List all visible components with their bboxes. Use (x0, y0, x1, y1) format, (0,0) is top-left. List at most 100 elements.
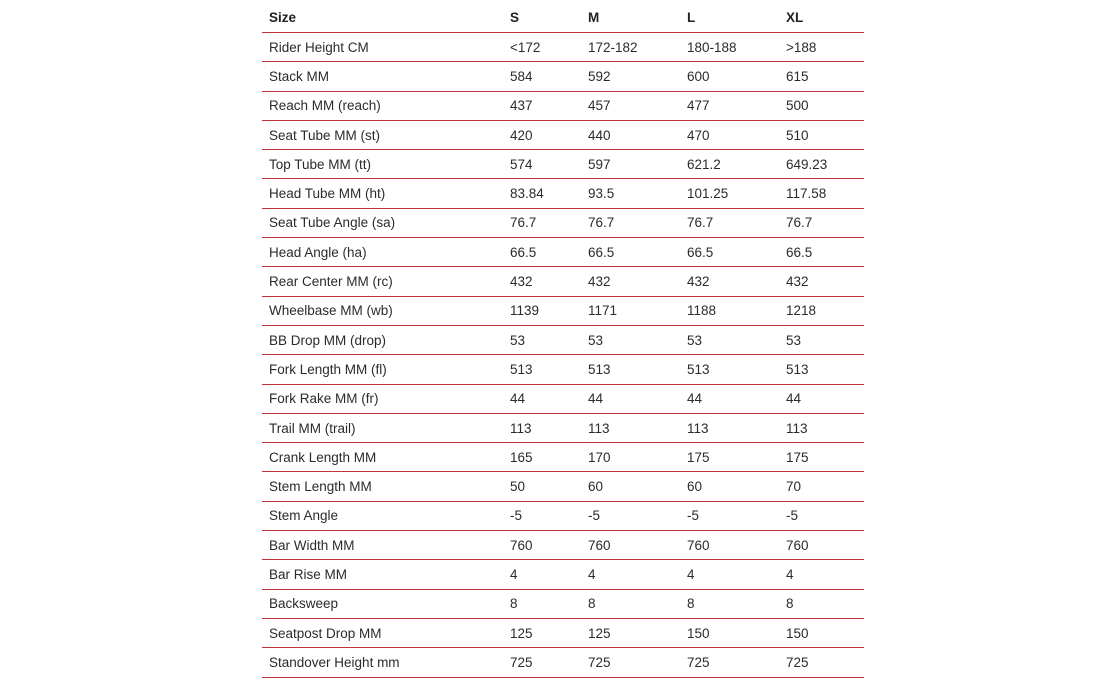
table-row: Standover Height mm 725 725 725 725 (262, 648, 864, 678)
header-row: Size S M L XL (262, 0, 864, 33)
header-cell: XL (786, 10, 804, 25)
table-row: Rear Center MM (rc) 432 432 432 432 (262, 267, 864, 297)
row-label: Stem Length MM (269, 479, 372, 495)
table-cell: 1188 (687, 303, 717, 319)
table-cell: 457 (588, 98, 611, 114)
table-row: Trail MM (trail) 113 113 113 113 (262, 414, 864, 444)
table-cell: 175 (786, 449, 809, 465)
table-cell: 66.5 (786, 244, 813, 260)
row-label: Crank Length MM (269, 449, 377, 465)
table-cell: 1139 (510, 303, 540, 319)
table-cell: 125 (510, 625, 533, 641)
geometry-table: Size S M L XL Rider Height CM <172 172-182 180-1… (262, 0, 864, 678)
table-cell: 113 (687, 420, 709, 436)
table-cell: 597 (588, 156, 611, 172)
table-cell: 76.7 (588, 215, 615, 231)
row-label: Stack MM (269, 68, 330, 84)
table-cell: 513 (510, 361, 533, 377)
row-label: Standover Height mm (269, 654, 400, 670)
table-row: Wheelbase MM (wb) 1139 1171 1188 1218 (262, 297, 864, 326)
table-cell: 4 (510, 566, 518, 582)
table-cell: 76.7 (786, 215, 813, 231)
row-label: Reach MM (reach) (269, 98, 381, 114)
table-cell: 420 (510, 127, 533, 143)
table-cell: 53 (687, 332, 703, 348)
table-cell: 470 (687, 127, 710, 143)
table-row: Crank Length MM 165 170 175 175 (262, 443, 864, 473)
table-row: Seat Tube Angle (sa) 76.7 76.7 76.7 76.7 (262, 209, 864, 239)
row-label: Rider Height CM (269, 39, 369, 55)
table-cell: 50 (510, 479, 526, 495)
table-cell: -5 (786, 508, 799, 524)
row-label: Top Tube MM (tt) (269, 156, 372, 172)
table-cell: 8 (786, 596, 794, 612)
row-label: Head Angle (ha) (269, 244, 367, 260)
table-cell: 113 (510, 420, 532, 436)
table-row: Bar Rise MM 4 4 4 4 (262, 560, 864, 590)
table-row: Head Tube MM (ht) 83.84 93.5 101.25 117.58 (262, 179, 864, 209)
table-cell: 8 (687, 596, 695, 612)
row-label: Bar Width MM (269, 537, 355, 553)
table-row: Bar Width MM 760 760 760 760 (262, 531, 864, 561)
table-cell: -5 (510, 508, 523, 524)
table-cell: 584 (510, 68, 533, 84)
table-cell: 760 (786, 537, 809, 553)
table-row: Seatpost Drop MM 125 125 150 150 (262, 619, 864, 649)
table-cell: 76.7 (510, 215, 537, 231)
table-cell: 93.5 (588, 186, 615, 202)
table-cell: 66.5 (588, 244, 615, 260)
table-cell: 621.2 (687, 156, 721, 172)
row-label: Head Tube MM (ht) (269, 186, 386, 202)
table-cell: 113 (786, 420, 808, 436)
table-cell: 180-188 (687, 39, 737, 55)
table-cell: 44 (687, 391, 703, 407)
table-cell: 440 (588, 127, 611, 143)
table-cell: 4 (588, 566, 596, 582)
table-cell: 117.58 (786, 186, 827, 202)
table-row: Rider Height CM <172 172-182 180-188 >188 (262, 33, 864, 63)
table-cell: 760 (687, 537, 710, 553)
table-cell: 8 (510, 596, 518, 612)
row-label: Stem Angle (269, 508, 339, 524)
table-cell: 44 (510, 391, 526, 407)
table-row: Fork Length MM (fl) 513 513 513 513 (262, 355, 864, 385)
table-cell: -5 (588, 508, 601, 524)
row-label: Trail MM (trail) (269, 420, 356, 436)
table-cell: 170 (588, 449, 611, 465)
table-cell: 437 (510, 98, 533, 114)
table-cell: 44 (588, 391, 604, 407)
table-cell: 125 (588, 625, 611, 641)
table-cell: 725 (588, 654, 611, 670)
table-cell: 432 (588, 274, 611, 290)
row-label: Bar Rise MM (269, 566, 348, 582)
table-cell: 760 (510, 537, 533, 553)
table-cell: 760 (588, 537, 611, 553)
table-cell: 101.25 (687, 186, 729, 202)
table-cell: 432 (687, 274, 710, 290)
table-cell: 76.7 (687, 215, 714, 231)
table-cell: 53 (588, 332, 604, 348)
table-cell: 500 (786, 98, 809, 114)
table-cell: 649.23 (786, 156, 828, 172)
table-cell: 83.84 (510, 186, 544, 202)
table-cell: 4 (786, 566, 794, 582)
table-cell: 432 (510, 274, 533, 290)
row-label: Seat Tube Angle (sa) (269, 215, 396, 231)
table-cell: 725 (786, 654, 809, 670)
table-cell: 172-182 (588, 39, 638, 55)
table-cell: 477 (687, 98, 710, 114)
table-cell: 1171 (588, 303, 618, 319)
table-row: Top Tube MM (tt) 574 597 621.2 649.23 (262, 150, 864, 180)
table-cell: 513 (588, 361, 611, 377)
table-cell: 615 (786, 68, 809, 84)
table-row: Stem Angle -5 -5 -5 -5 (262, 502, 864, 532)
table-cell: 432 (786, 274, 809, 290)
table-cell: 4 (687, 566, 695, 582)
table-cell: 113 (588, 420, 610, 436)
header-cell: Size (269, 10, 297, 25)
table-cell: 60 (687, 479, 703, 495)
table-cell: 53 (786, 332, 802, 348)
row-label: Seatpost Drop MM (269, 625, 382, 641)
table-cell: 513 (687, 361, 710, 377)
table-cell: 165 (510, 449, 533, 465)
